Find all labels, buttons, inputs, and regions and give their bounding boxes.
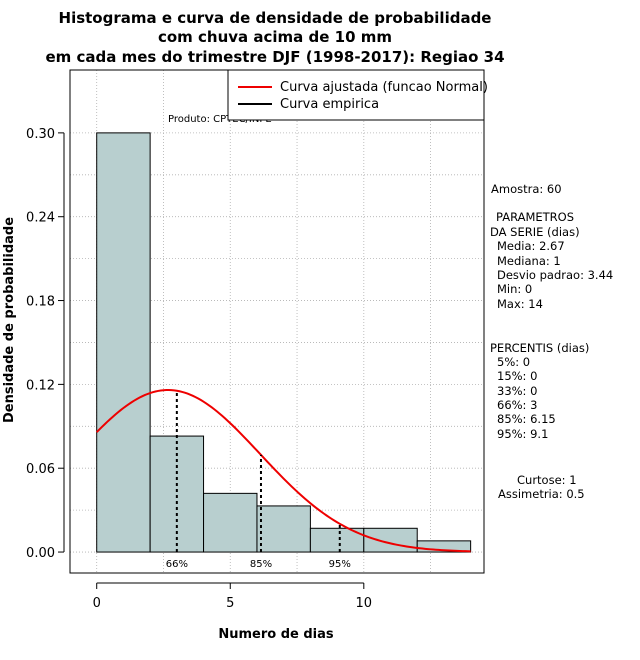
normal-curve-group [96,389,471,553]
x-tick-label: 10 [356,596,373,611]
y-tick-label: 0.06 [26,462,55,477]
param-stddev: Desvio padrao: 3.44 [497,268,613,282]
histogram-bar [203,492,258,553]
histogram-bar [363,527,418,553]
kurtosis: Curtose: 1 [517,473,577,487]
percentis-title: PERCENTIS (dias) [490,341,589,355]
sample-size: Amostra: 60 [491,182,562,196]
y-axis-label: Densidade de probabilidade [2,217,17,423]
legend-entry-normal: Curva ajustada (funcao Normal) [280,80,488,95]
y-tick-label: 0.00 [26,546,55,561]
percentil-33: 33%: 0 [497,384,537,398]
legend: Curva ajustada (funcao Normal) Curva emp… [227,69,488,121]
percentile-marker-label: 66% [166,559,188,570]
chart-title-line-2: com chuva acima de 10 mm [158,28,392,46]
percentil-5: 5%: 0 [497,355,530,369]
percentil-95: 95%: 9.1 [497,427,548,441]
y-tick-label: 0.24 [26,211,55,226]
params-title-1: PARAMETROS [496,210,574,224]
chart-title-line-1: Histograma e curva de densidade de proba… [59,9,492,27]
stats-panel: Amostra: 60 PARAMETROS DA SERIE (dias) M… [490,182,613,501]
param-median: Mediana: 1 [497,254,561,268]
y-tick-label: 0.18 [26,295,55,310]
y-tick-label: 0.30 [26,127,55,142]
percentil-15: 15%: 0 [497,369,537,383]
histogram-bar [256,505,311,553]
param-max: Max: 14 [497,297,543,311]
product-label: Produto: CPTEC/INPE [168,114,272,125]
percentil-85: 85%: 6.15 [497,412,556,426]
percentile-markers: 66% 85% 95% [166,390,351,570]
normal-curve [96,389,471,553]
percentile-marker-label: 85% [250,559,272,570]
legend-box [227,69,485,121]
histogram-bar [416,540,472,553]
param-mean: Media: 2.67 [497,239,565,253]
x-tick-label: 0 [93,596,101,611]
param-min: Min: 0 [497,282,532,296]
x-tick-label: 5 [226,596,234,611]
percentil-66: 66%: 3 [497,398,537,412]
percentile-marker-label: 95% [329,559,351,570]
x-axis-label: Numero de dias [218,627,334,642]
skewness: Assimetria: 0.5 [498,487,585,501]
histogram-bar [96,132,151,553]
legend-entry-empirical: Curva empirica [280,97,379,112]
y-tick-label: 0.12 [26,378,55,393]
histogram-bars [96,132,472,553]
chart-title-line-3: em cada mes do trimestre DJF (1998-2017)… [45,48,504,66]
params-title-2: DA SERIE (dias) [490,225,580,239]
